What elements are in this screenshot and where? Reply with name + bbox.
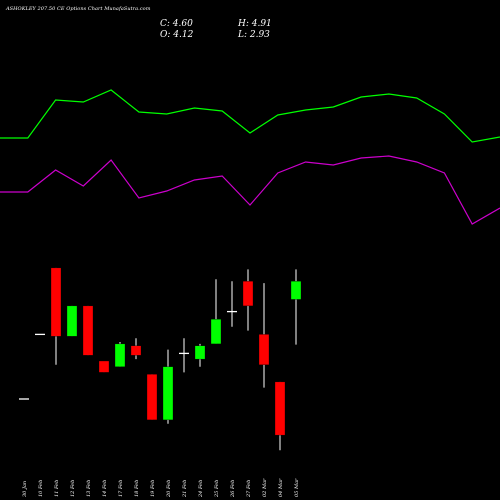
candle-body (258, 334, 270, 365)
x-tick-label: 04 Mar (278, 478, 284, 497)
x-tick-label: 14 Feb (102, 480, 108, 497)
x-tick-label: 25 Feb (214, 480, 220, 498)
candle-body (210, 319, 222, 345)
indicator-line-green (0, 89, 500, 143)
candle-body (290, 281, 302, 300)
chart-title: ASHOKLEY 207.50 CE Options Chart MunafaS… (6, 6, 151, 12)
x-tick-label: 13 Feb (86, 480, 92, 497)
candle-body (98, 360, 110, 373)
x-tick-label: 26 Feb (230, 480, 236, 498)
x-tick-label: 12 Feb (70, 480, 76, 497)
x-tick-label: 11 Feb (54, 480, 60, 497)
x-tick-label: 10 Feb (38, 480, 44, 497)
candle-body (274, 381, 286, 436)
candle-body (66, 305, 78, 337)
close-value: C: 4.60 (160, 19, 193, 29)
x-tick-label: 21 Feb (182, 480, 188, 498)
x-tick-label: 02 Mar (262, 478, 268, 497)
candle-body (82, 305, 94, 356)
x-tick-label: 27 Feb (246, 480, 252, 498)
open-value: O: 4.12 (160, 30, 194, 40)
candle-body (194, 345, 206, 360)
x-tick-label: 18 Feb (134, 480, 140, 497)
candle-body (50, 267, 62, 337)
candle-body (130, 345, 142, 356)
candle-body (242, 281, 254, 307)
x-tick-label: 19 Feb (150, 480, 156, 497)
low-value: L: 2.93 (238, 30, 270, 40)
candle-body (114, 343, 126, 367)
x-tick-label: 20 Feb (166, 480, 172, 498)
x-tick-label: 30 Jan (22, 481, 28, 497)
indicator-line-magenta (0, 155, 500, 225)
x-tick-label: 05 Mar (294, 478, 300, 497)
x-tick-label: 17 Feb (118, 480, 124, 497)
high-value: H: 4.91 (238, 19, 272, 29)
candle-body (162, 366, 174, 421)
candle-body (146, 374, 158, 421)
x-tick-label: 24 Feb (198, 480, 204, 498)
